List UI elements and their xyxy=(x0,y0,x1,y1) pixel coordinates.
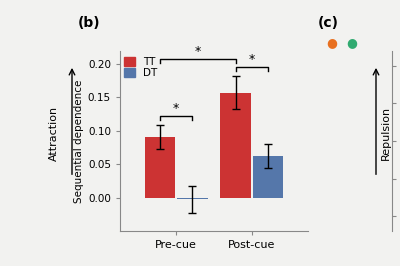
Y-axis label: Sequential dependence: Sequential dependence xyxy=(74,79,84,203)
Bar xyxy=(177,198,208,199)
Text: (b): (b) xyxy=(78,16,101,30)
Text: *: * xyxy=(195,45,201,58)
Text: ●: ● xyxy=(346,36,357,49)
Text: ●: ● xyxy=(326,36,337,49)
Text: (c): (c) xyxy=(318,16,339,30)
Legend: TT, DT: TT, DT xyxy=(123,56,158,79)
Text: *: * xyxy=(173,102,179,115)
Text: Attraction: Attraction xyxy=(49,105,59,161)
Bar xyxy=(220,93,251,198)
Text: *: * xyxy=(249,53,255,66)
Bar xyxy=(145,137,175,198)
Text: Repulsion: Repulsion xyxy=(381,106,391,160)
Bar xyxy=(253,156,283,198)
